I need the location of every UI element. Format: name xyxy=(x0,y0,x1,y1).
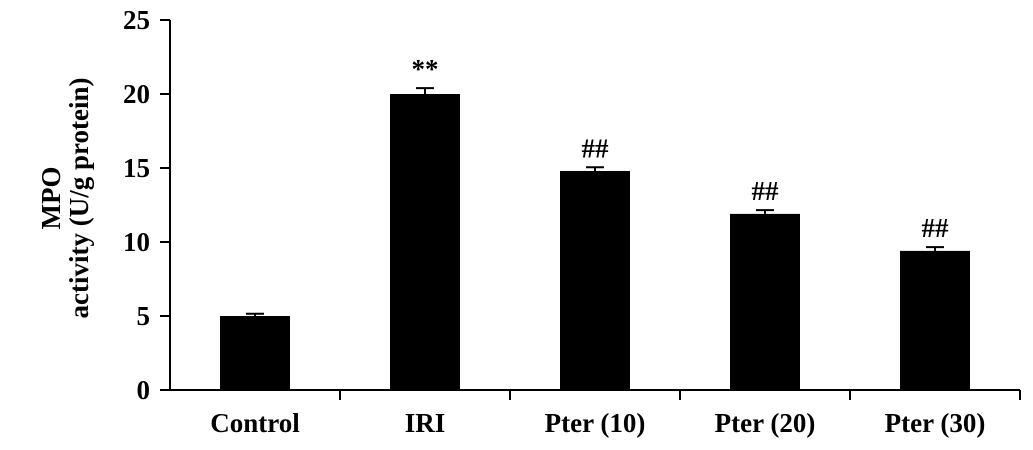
y-axis-label-line-1: MPO xyxy=(36,167,66,230)
error-bars xyxy=(246,87,944,316)
y-tick-label: 10 xyxy=(123,227,150,257)
y-tick-label: 25 xyxy=(123,5,150,35)
x-category-label: Pter (10) xyxy=(545,408,646,438)
y-tick-label: 20 xyxy=(123,79,150,109)
x-category-label: Pter (30) xyxy=(885,408,986,438)
bars xyxy=(220,94,970,390)
y-axis-label: MPO activity (U/g protein) xyxy=(36,78,94,319)
x-category-label: Pter (20) xyxy=(715,408,816,438)
bar xyxy=(390,94,460,390)
significance-label: ## xyxy=(922,213,950,243)
y-tick-label: 0 xyxy=(137,375,151,405)
x-category-label: IRI xyxy=(405,408,446,438)
significance-annotations: ** ## ## ## xyxy=(412,54,950,243)
significance-label: ** xyxy=(412,54,439,84)
bar xyxy=(220,316,290,390)
x-axis-labels: Control IRI Pter (10) Pter (20) Pter (30) xyxy=(210,408,985,438)
y-tick-label: 5 xyxy=(137,301,151,331)
bar xyxy=(730,213,800,390)
bar xyxy=(900,250,970,390)
x-category-label: Control xyxy=(210,408,300,438)
significance-label: ## xyxy=(582,133,610,163)
significance-label: ## xyxy=(752,176,780,206)
y-axis-ticks: 0 5 10 15 20 25 xyxy=(123,5,170,405)
y-axis-label-line-2: activity (U/g protein) xyxy=(64,78,94,319)
bar xyxy=(560,170,630,390)
y-tick-label: 15 xyxy=(123,153,150,183)
